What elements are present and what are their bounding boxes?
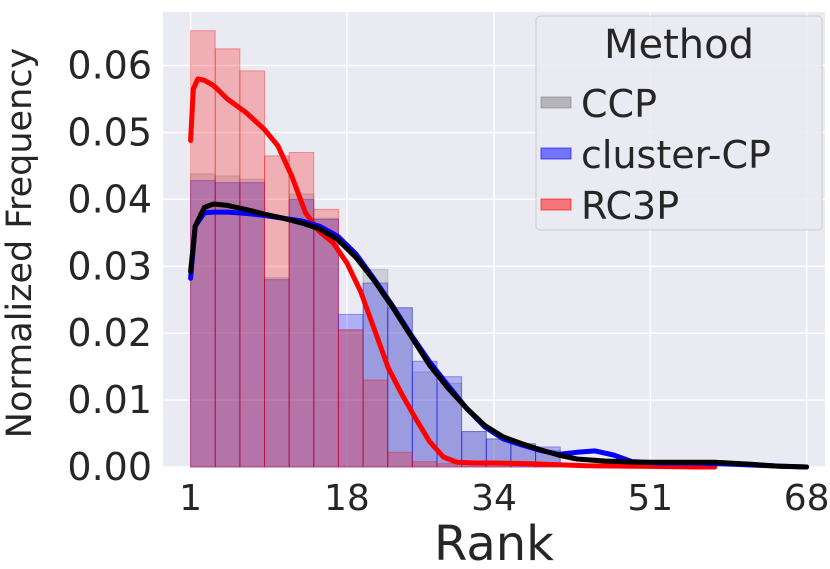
hist-bar-rc3p: [264, 155, 290, 468]
hist-bar-rc3p: [214, 48, 241, 468]
x-tick-label: 18: [324, 478, 370, 519]
hist-bar-cluster-cp: [264, 279, 290, 468]
legend-title: Method: [604, 22, 754, 68]
y-tick-labels: 0.00 0.01 0.02 0.03 0.04 0.05 0.06: [67, 44, 152, 489]
hist-bar-ccp: [214, 175, 241, 468]
y-tick-label: 0.03: [67, 244, 152, 288]
x-tick-label: 68: [784, 478, 830, 519]
legend-swatch-cluster-cp: [540, 147, 572, 160]
hist-bar-cluster-cp: [313, 218, 339, 468]
histogram-ccp: [190, 173, 561, 468]
y-tick-label: 0.02: [67, 311, 152, 355]
x-tick-label: 51: [627, 478, 673, 519]
grid: [163, 12, 825, 468]
hist-bar-cluster-cp: [337, 313, 364, 468]
legend-swatch-rc3p: [540, 198, 572, 211]
hist-bar-rc3p: [337, 329, 364, 468]
hist-bar-cluster-cp: [362, 282, 389, 468]
legend-label-cluster-cp: cluster-CP: [581, 133, 771, 177]
legend-label-ccp: CCP: [581, 82, 657, 126]
density-curve-ccp: [188, 201, 810, 470]
hist-bar-rc3p: [362, 379, 389, 468]
legend-box: [535, 15, 823, 231]
legend-label-rc3p: RC3P: [581, 184, 679, 228]
legend-entries: CCP cluster-CP RC3P: [540, 82, 771, 228]
hist-bar-rc3p: [239, 70, 266, 468]
y-tick-label: 0.04: [67, 177, 152, 221]
y-axis-title: Normalized Frequency: [0, 48, 40, 438]
x-tick-label: 1: [179, 478, 202, 519]
hist-bar-rc3p: [313, 208, 339, 468]
hist-bar-ccp: [239, 178, 266, 468]
y-tick-label: 0.06: [67, 44, 152, 88]
hist-bar-cluster-cp: [214, 182, 241, 468]
hist-bar-rc3p: [436, 463, 463, 468]
hist-bar-rc3p: [387, 451, 413, 468]
hist-bar-ccp: [288, 193, 315, 468]
hist-bar-ccp: [337, 329, 364, 468]
hist-bar-ccp: [313, 217, 339, 468]
y-tick-label: 0.05: [67, 110, 152, 154]
y-tick-label: 0.01: [67, 378, 152, 422]
x-tick-label: 34: [471, 478, 517, 519]
density-curves: [188, 76, 810, 470]
x-tick-labels: 1 18 34 51 68: [179, 478, 829, 519]
density-curve-rc3p: [188, 76, 718, 470]
hist-bar-cluster-cp: [411, 360, 438, 468]
hist-bar-cluster-cp: [239, 182, 266, 468]
hist-bar-ccp: [264, 277, 290, 468]
hist-bar-rc3p: [411, 461, 438, 468]
y-tick-label: 0.00: [67, 445, 152, 489]
legend: Method CCP cluster-CP RC3P: [535, 15, 823, 231]
hist-bar-cluster-cp: [288, 198, 315, 468]
histogram-rc3p: [190, 30, 561, 468]
x-axis-title: Rank: [434, 516, 554, 569]
legend-swatch-ccp: [540, 96, 572, 109]
